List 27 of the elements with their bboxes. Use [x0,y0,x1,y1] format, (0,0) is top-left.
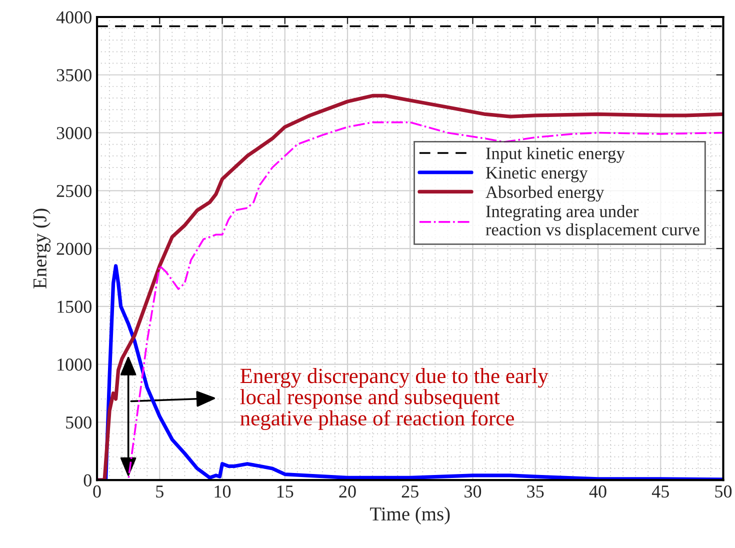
x-tick-label: 5 [156,486,164,498]
x-tick-label: 30 [464,485,482,498]
y-tick-label: 3000 [56,127,92,140]
y-tick-label: 1500 [58,300,92,313]
x-tick-label: 15 [277,486,294,498]
x-tick-label: 10 [214,485,231,498]
legend-label: Absorbed energy [486,186,604,202]
legend-label: Input kinetic energy [486,147,625,163]
x-axis-title: Time (ms) [370,506,450,524]
x-tick-label: 35 [527,485,544,498]
x-tick-label: 40 [589,485,606,498]
y-tick-label: 2500 [56,184,92,198]
x-tick-label: 45 [652,486,669,498]
y-tick-label: 2000 [56,242,92,255]
legend-label: Kinetic energy [486,166,588,182]
y-tick-label: 3500 [56,69,92,82]
x-tick-label: 50 [715,485,732,498]
y-tick-label: 500 [66,416,92,429]
annotation: Energy discrepancy due to the early local response and subsequent negative phase of reaction force [240,368,548,430]
y-axis-title: Energy (J) [32,208,50,289]
x-tick-label: 25 [402,485,418,498]
y-tick-label: 1000 [58,358,92,371]
x-tick-label: 0 [93,485,101,498]
y-tick-label: 0 [84,474,92,486]
x-tick-label: 20 [339,485,356,498]
legend-label: Integrating area under reaction vs displacement curve [486,205,700,239]
y-tick-label: 4000 [56,11,92,24]
